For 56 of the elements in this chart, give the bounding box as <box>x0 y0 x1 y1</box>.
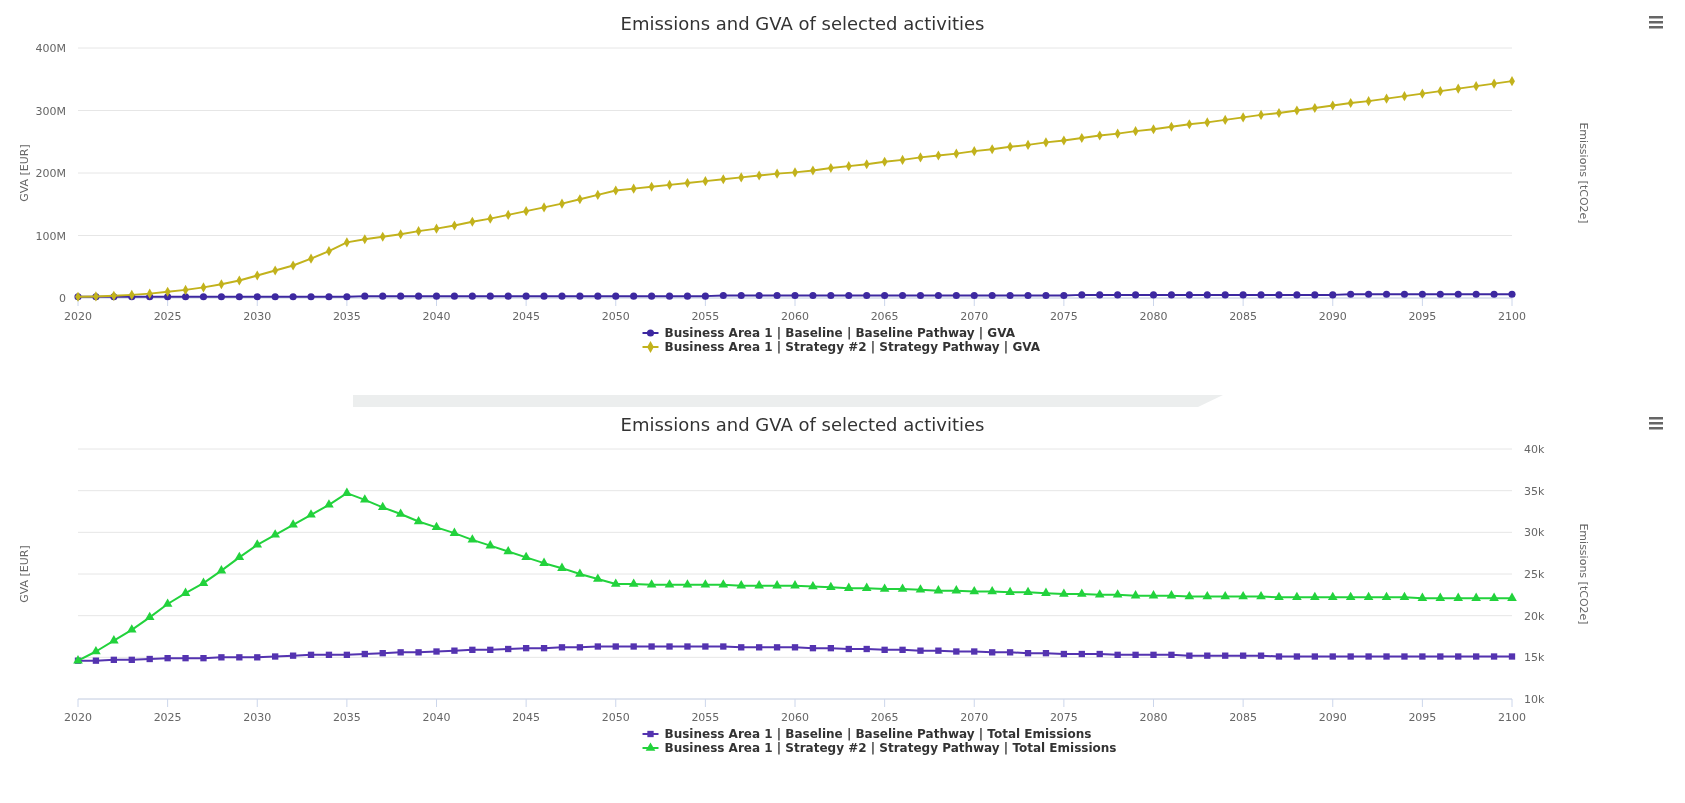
y2-tick-label: 40k <box>1524 443 1545 456</box>
x-tick-label: 2030 <box>243 310 272 323</box>
x-tick-label: 2020 <box>64 711 92 724</box>
x-tick-label: 2095 <box>1408 310 1437 323</box>
y2-tick-label: 35k <box>1524 484 1545 498</box>
x-tick-label: 2025 <box>153 310 182 323</box>
x-tick-label: 2075 <box>1049 310 1078 323</box>
y-tick-label: 0 <box>59 292 66 305</box>
y-axis-title: GVA [EUR] <box>18 545 31 603</box>
y-tick-label: 200M <box>35 167 66 180</box>
x-tick-label: 2050 <box>601 310 630 323</box>
y2-tick-label: 15k <box>1524 651 1545 665</box>
x-tick-label: 2035 <box>332 310 361 323</box>
x-tick-label: 2065 <box>870 310 899 323</box>
x-tick-label: 2040 <box>422 711 451 724</box>
y2-tick-label: 30k <box>1524 526 1545 540</box>
legend-label: Business Area 1 | Strategy #2 | Strategy Pathway | Total Emissions <box>664 741 1117 755</box>
x-tick-label: 2055 <box>691 310 720 323</box>
y2-axis-title: Emissions [tCO2e] <box>1577 122 1590 224</box>
y2-tick-label: 10k <box>1524 693 1545 706</box>
y-axis-title: GVA [EUR] <box>18 144 31 202</box>
x-tick-label: 2100 <box>1498 711 1526 724</box>
x-tick-label: 2035 <box>332 711 361 724</box>
x-tick-label: 2050 <box>601 711 630 724</box>
legend-label: Business Area 1 | Baseline | Baseline Pathway | Total Emissions <box>664 727 1092 741</box>
y2-axis-title: Emissions [tCO2e] <box>1577 523 1590 625</box>
x-tick-label: 2080 <box>1139 711 1168 724</box>
y2-tick-label: 25k <box>1524 568 1545 581</box>
x-tick-label: 2045 <box>512 711 541 724</box>
y-tick-label: 400M <box>35 42 66 55</box>
y2-tick-label: 20k <box>1524 609 1545 623</box>
x-tick-label: 2070 <box>960 310 989 323</box>
x-tick-label: 2075 <box>1049 711 1078 724</box>
x-tick-label: 2025 <box>153 711 182 724</box>
x-tick-label: 2055 <box>691 711 720 724</box>
x-tick-label: 2085 <box>1229 711 1258 724</box>
y-tick-label: 100M <box>35 229 66 243</box>
x-tick-label: 2065 <box>870 711 899 724</box>
x-tick-label: 2040 <box>422 310 451 323</box>
x-tick-label: 2095 <box>1408 711 1437 724</box>
x-tick-label: 2060 <box>781 711 809 724</box>
legend-label: Business Area 1 | Strategy #2 | Strategy Pathway | GVA <box>664 340 1041 354</box>
x-tick-label: 2080 <box>1139 310 1168 323</box>
x-tick-label: 2070 <box>960 711 989 724</box>
x-tick-label: 2090 <box>1318 310 1347 323</box>
x-tick-label: 2090 <box>1318 711 1347 724</box>
x-tick-label: 2060 <box>781 310 809 323</box>
chart-title: Emissions and GVA of selected activities <box>620 13 985 34</box>
legend-label: Business Area 1 | Baseline | Baseline Pathway | GVA <box>664 326 1016 340</box>
chart-title: Emissions and GVA of selected activities <box>620 414 985 435</box>
x-tick-label: 2100 <box>1498 310 1526 323</box>
x-tick-label: 2030 <box>243 711 272 724</box>
x-tick-label: 2045 <box>512 310 541 323</box>
y-tick-label: 300M <box>35 104 66 118</box>
x-tick-label: 2020 <box>64 310 92 323</box>
x-tick-label: 2085 <box>1229 310 1258 323</box>
